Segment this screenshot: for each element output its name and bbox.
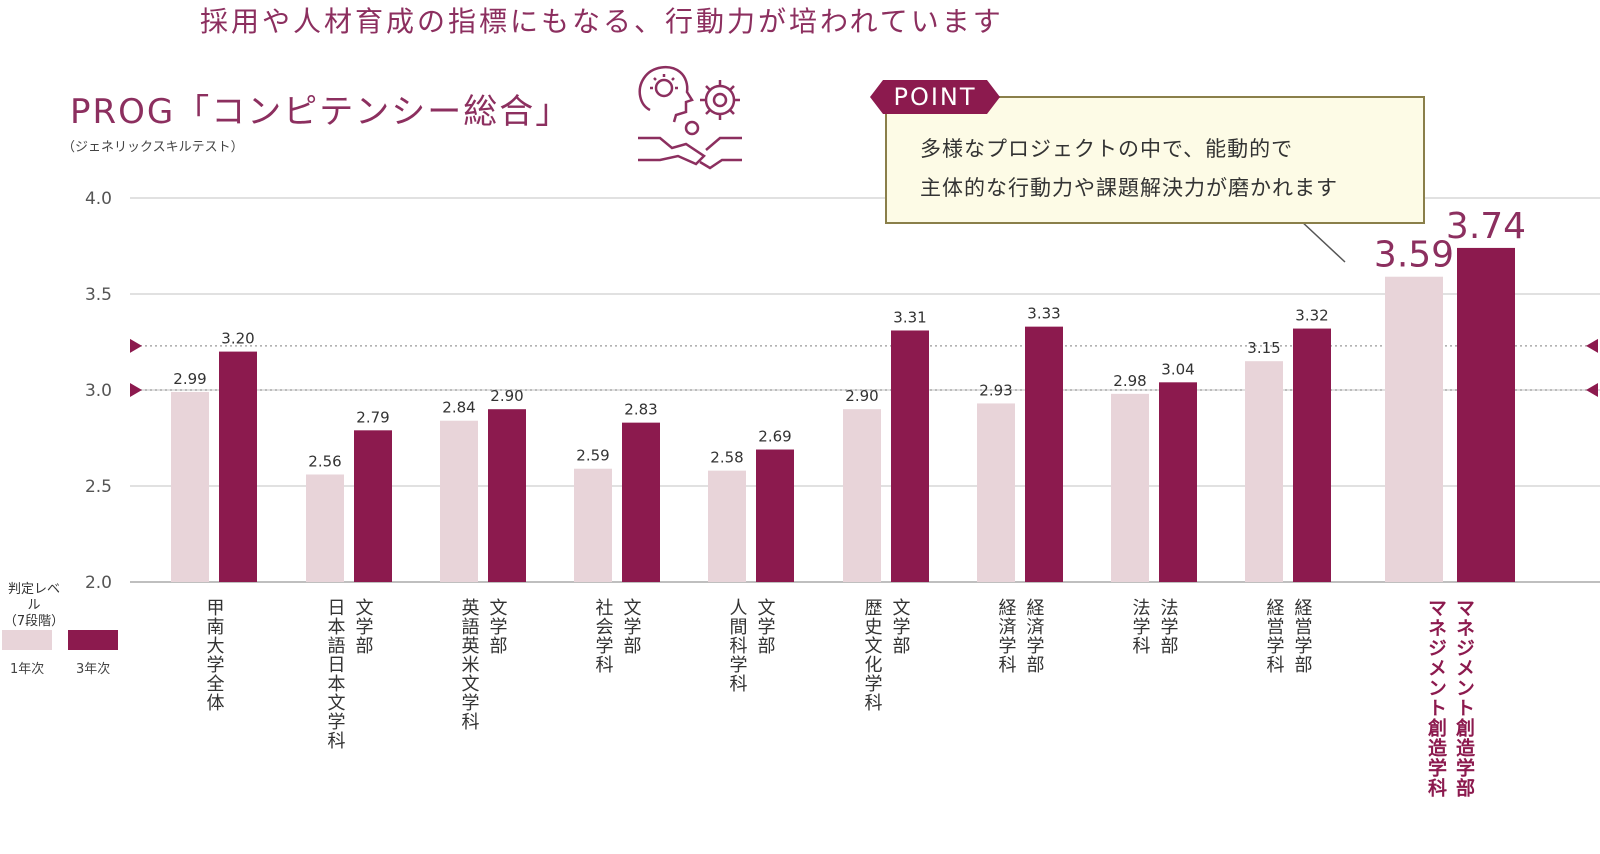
data-label-1nenji: 2.99 [173,370,206,388]
bar-3nenji [891,330,929,582]
point-text-line1: 多様なプロジェクトの中で、能動的で [920,137,1294,161]
legend-title: 判定レベル （7段階） [2,582,66,630]
bar-1nenji [306,474,344,582]
data-label-1nenji: 2.84 [442,399,475,417]
category-label: 経営学部 [1292,598,1313,674]
category-label: 文学部 [755,598,776,655]
callout-pointer [1299,219,1346,263]
bar-1nenji [843,409,881,582]
chart-title: PROG「コンピテンシー総合」 [70,92,572,132]
legend-swatch-1 [2,630,52,650]
category-label: 経済学科 [996,598,1017,674]
point-callout [885,96,1425,224]
data-label-3nenji: 3.74 [1446,206,1526,247]
headline: 採用や人材育成の指標にもなる、行動力が培われています [200,5,1004,38]
data-label-3nenji: 2.69 [758,428,791,446]
data-label-1nenji: 2.90 [845,387,878,405]
data-label-1nenji: 2.58 [710,449,743,467]
bar-3nenji [488,409,526,582]
legend-swatch-2 [68,630,118,650]
bar-1nenji [1111,393,1149,582]
bar-1nenji [574,468,612,582]
data-label-3nenji: 2.90 [490,387,523,405]
y-tick-label: 4.0 [85,189,112,209]
category-label: 人間科学科 [727,598,748,693]
category-label: 文学部 [487,598,508,655]
data-label-3nenji: 3.04 [1161,360,1194,378]
point-tag: POINT [870,80,1000,114]
bar-3nenji [1293,328,1331,582]
reference-marker-right [1586,338,1598,353]
reference-marker-left [130,383,142,397]
bar-1nenji [977,403,1015,582]
data-label-1nenji: 3.59 [1374,235,1454,276]
category-label: 経営学科 [1264,598,1285,674]
data-label-1nenji: 2.93 [979,381,1012,399]
category-label: 歴史文化学科 [862,598,883,712]
bar-1nenji [171,391,209,582]
category-label: 文学部 [621,598,642,655]
category-label: 日本語日本文学科 [325,598,346,750]
category-label: 法学部 [1158,598,1179,655]
point-text-line2: 主体的な行動力や課題解決力が磨かれます [920,176,1338,200]
bar-3nenji [1159,382,1197,582]
bar-1nenji [708,470,746,582]
data-label-1nenji: 2.59 [576,447,609,465]
reference-marker-left [130,338,142,353]
idea-gears-handshake-icon [630,60,750,185]
category-label: 法学科 [1130,598,1151,655]
category-label: 社会学科 [593,598,614,674]
category-label: 文学部 [890,598,911,655]
y-tick-label: 2.0 [85,573,112,593]
bar-3nenji [756,449,794,582]
category-label: 文学部 [353,598,374,655]
category-label: マネジメント創造学部 [1453,598,1475,798]
bar-1nenji [1385,276,1443,582]
reference-marker-right [1586,383,1598,397]
bar-3nenji [622,422,660,582]
bar-3nenji [219,351,257,582]
chart-subtitle: （ジェネリックスキルテスト） [62,140,244,155]
category-label: 経済学部 [1024,598,1045,674]
y-tick-label: 3.5 [85,285,112,305]
data-label-3nenji: 3.33 [1027,305,1060,323]
bar-3nenji [1025,326,1063,582]
bar-1nenji [440,420,478,582]
y-tick-label: 3.0 [85,381,112,401]
category-label: 英語英米文学科 [459,598,480,731]
data-label-3nenji: 3.20 [221,330,254,348]
y-tick-label: 2.5 [85,477,112,497]
legend-label-2: 3年次 [76,662,111,677]
data-label-1nenji: 2.56 [308,452,341,470]
category-label: 甲南大学全体 [204,598,225,712]
bar-1nenji [1245,361,1283,582]
data-label-3nenji: 3.31 [893,308,926,326]
data-label-3nenji: 2.79 [356,408,389,426]
bar-3nenji [1457,247,1515,583]
legend-title-line1: 判定レベル [7,582,60,613]
data-label-1nenji: 3.15 [1247,339,1280,357]
legend-title-line2: （7段階） [3,614,65,629]
data-label-3nenji: 3.32 [1295,307,1328,325]
data-label-3nenji: 2.83 [624,401,657,419]
data-label-1nenji: 2.98 [1113,372,1146,390]
legend-label-1: 1年次 [10,662,45,677]
bar-3nenji [354,430,392,582]
category-label: マネジメント創造学科 [1425,598,1447,798]
